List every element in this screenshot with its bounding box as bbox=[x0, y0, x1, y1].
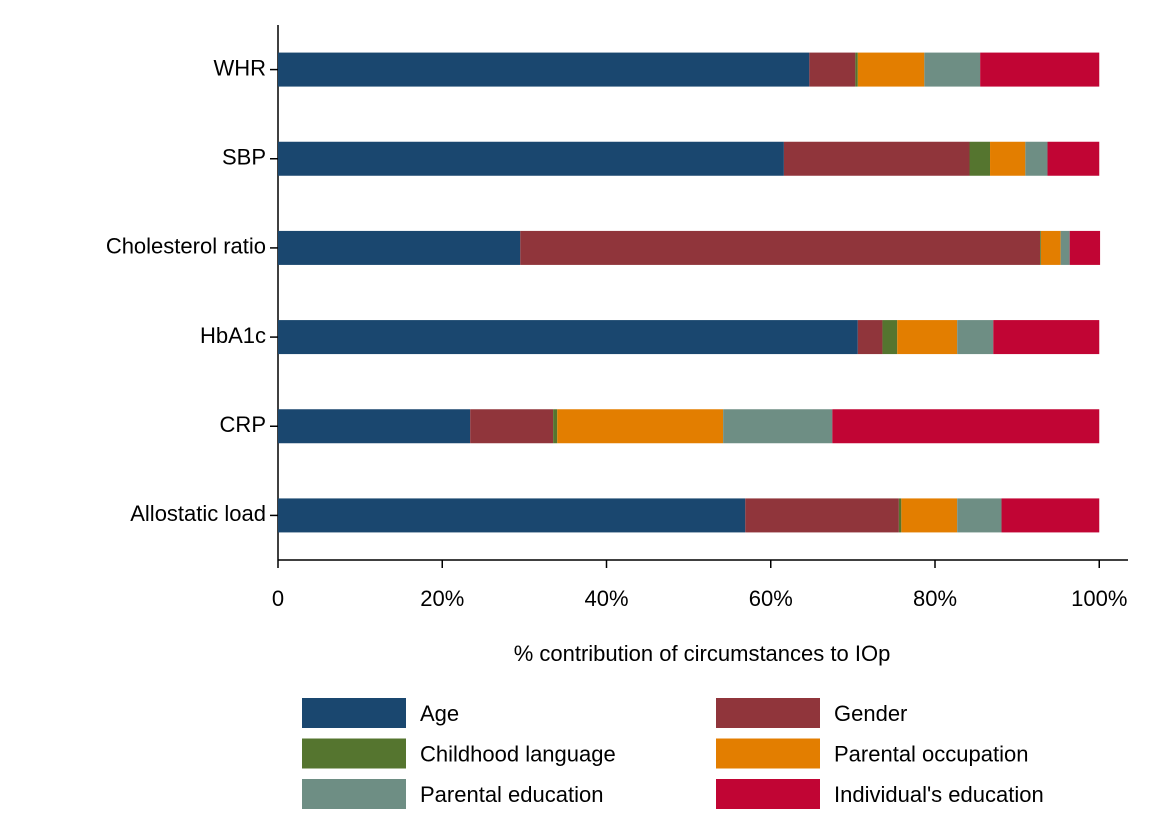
legend-label: Individual's education bbox=[834, 782, 1044, 807]
bar-segment bbox=[1040, 230, 1041, 265]
bar-segment bbox=[832, 409, 1100, 444]
bar-segment bbox=[1040, 230, 1061, 265]
bar-segment bbox=[969, 141, 991, 176]
bar-segment bbox=[278, 52, 810, 87]
legend-swatch bbox=[302, 738, 406, 769]
bar-segment bbox=[901, 498, 958, 533]
bar-segment bbox=[957, 498, 1002, 533]
x-tick-label: 0 bbox=[272, 586, 284, 611]
bar-segment bbox=[897, 320, 958, 355]
bar-segment bbox=[924, 52, 981, 87]
x-tick-label: 40% bbox=[584, 586, 628, 611]
bar-segment bbox=[990, 141, 1026, 176]
bar-segment bbox=[278, 230, 521, 265]
bar-segment bbox=[855, 52, 858, 87]
bar-segment bbox=[809, 52, 856, 87]
bar-segment bbox=[1025, 141, 1048, 176]
x-tick-label: 100% bbox=[1071, 586, 1127, 611]
bar-segment bbox=[783, 141, 970, 176]
legend-swatch bbox=[716, 738, 820, 769]
legend-swatch bbox=[302, 698, 406, 728]
bar-segment bbox=[278, 141, 784, 176]
legend-label: Gender bbox=[834, 701, 907, 726]
legend-label: Parental education bbox=[420, 782, 603, 807]
legend-swatch bbox=[716, 779, 820, 809]
bar-segment bbox=[278, 409, 471, 444]
bar-segment bbox=[857, 320, 883, 355]
x-tick-label: 60% bbox=[749, 586, 793, 611]
bar-segment bbox=[993, 320, 1100, 355]
bar-segment bbox=[745, 498, 899, 533]
legend-label: Childhood language bbox=[420, 741, 616, 766]
bar-segment bbox=[1047, 141, 1100, 176]
bar-segment bbox=[1001, 498, 1100, 533]
bar-segment bbox=[1069, 230, 1101, 265]
bar-segment bbox=[278, 498, 746, 533]
bar-segment bbox=[557, 409, 724, 444]
y-tick-label: CRP bbox=[220, 412, 266, 437]
bar-segment bbox=[882, 320, 898, 355]
y-tick-label: Allostatic load bbox=[130, 501, 266, 526]
x-axis-label: % contribution of circumstances to IOp bbox=[514, 641, 891, 666]
legend-label: Parental occupation bbox=[834, 741, 1028, 766]
y-tick-label: WHR bbox=[213, 55, 266, 80]
bar-segment bbox=[520, 230, 1041, 265]
bar-segment bbox=[957, 320, 994, 355]
x-tick-label: 20% bbox=[420, 586, 464, 611]
bar-segment bbox=[980, 52, 1100, 87]
legend-swatch bbox=[302, 779, 406, 809]
y-tick-label: SBP bbox=[222, 145, 266, 170]
legend-swatch bbox=[716, 698, 820, 728]
bar-segment bbox=[470, 409, 554, 444]
legend-label: Age bbox=[420, 701, 459, 726]
bar-segment bbox=[553, 409, 558, 444]
bar-segment bbox=[278, 320, 858, 355]
bar-segment bbox=[857, 52, 925, 87]
bar-segment bbox=[1060, 230, 1070, 265]
y-tick-label: Cholesterol ratio bbox=[106, 234, 266, 259]
y-tick-label: HbA1c bbox=[200, 323, 266, 348]
x-tick-label: 80% bbox=[913, 586, 957, 611]
bar-segment bbox=[898, 498, 902, 533]
bar-segment bbox=[723, 409, 833, 444]
